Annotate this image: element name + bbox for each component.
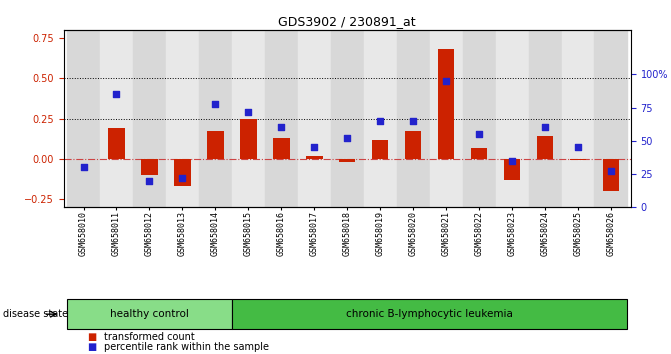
Point bbox=[210, 101, 221, 106]
Bar bbox=[372, 139, 389, 159]
Point bbox=[144, 178, 155, 183]
Bar bbox=[100, 30, 133, 207]
Text: percentile rank within the sample: percentile rank within the sample bbox=[104, 342, 269, 352]
Bar bbox=[603, 159, 619, 191]
Bar bbox=[438, 50, 454, 159]
Bar bbox=[67, 30, 100, 207]
Bar bbox=[265, 30, 298, 207]
Bar bbox=[240, 119, 256, 159]
Bar bbox=[331, 30, 364, 207]
Point bbox=[539, 125, 550, 130]
Bar bbox=[298, 30, 331, 207]
Point bbox=[309, 144, 319, 150]
Bar bbox=[364, 30, 397, 207]
Bar bbox=[496, 30, 529, 207]
Point bbox=[177, 175, 188, 181]
Point bbox=[276, 125, 287, 130]
Bar bbox=[471, 148, 487, 159]
Bar bbox=[273, 138, 290, 159]
Point bbox=[606, 169, 617, 174]
Bar bbox=[462, 30, 496, 207]
Point bbox=[507, 158, 517, 164]
Text: chronic B-lymphocytic leukemia: chronic B-lymphocytic leukemia bbox=[346, 308, 513, 319]
Text: ■: ■ bbox=[87, 332, 97, 342]
Bar bbox=[537, 136, 554, 159]
Bar bbox=[504, 159, 520, 180]
Bar bbox=[174, 159, 191, 186]
Bar bbox=[595, 30, 627, 207]
Point bbox=[78, 164, 89, 170]
Point bbox=[342, 135, 353, 141]
Point bbox=[111, 91, 122, 97]
Text: transformed count: transformed count bbox=[104, 332, 195, 342]
Bar bbox=[570, 159, 586, 160]
Point bbox=[474, 131, 484, 137]
Bar bbox=[199, 30, 232, 207]
Bar bbox=[232, 299, 627, 329]
Bar bbox=[133, 30, 166, 207]
Bar bbox=[108, 128, 125, 159]
Bar bbox=[306, 156, 323, 159]
Title: GDS3902 / 230891_at: GDS3902 / 230891_at bbox=[278, 15, 416, 28]
Bar bbox=[339, 159, 356, 162]
Bar bbox=[397, 30, 429, 207]
Bar bbox=[405, 131, 421, 159]
Point bbox=[441, 78, 452, 84]
Bar bbox=[67, 299, 232, 329]
Point bbox=[375, 118, 386, 124]
Bar bbox=[429, 30, 462, 207]
Point bbox=[572, 144, 583, 150]
Text: disease state: disease state bbox=[3, 308, 68, 319]
Text: healthy control: healthy control bbox=[110, 308, 189, 319]
Bar bbox=[207, 131, 223, 159]
Point bbox=[408, 118, 419, 124]
Text: ■: ■ bbox=[87, 342, 97, 352]
Bar bbox=[166, 30, 199, 207]
Bar bbox=[141, 159, 158, 175]
Bar bbox=[562, 30, 595, 207]
Bar bbox=[529, 30, 562, 207]
Bar bbox=[232, 30, 265, 207]
Point bbox=[243, 109, 254, 114]
